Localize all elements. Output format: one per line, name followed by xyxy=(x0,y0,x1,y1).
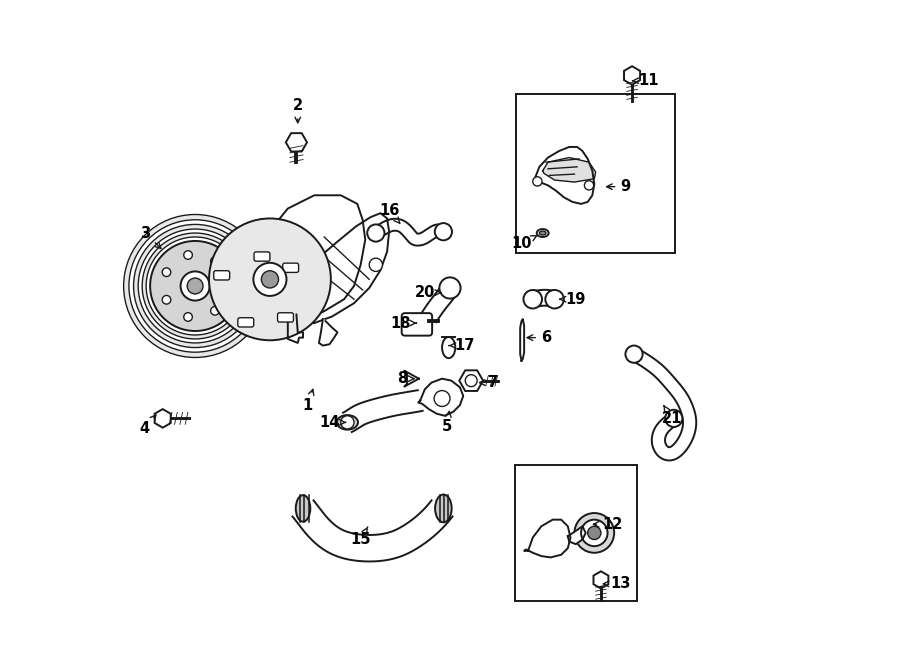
Circle shape xyxy=(162,295,171,304)
Ellipse shape xyxy=(435,495,452,522)
Circle shape xyxy=(211,307,220,315)
Circle shape xyxy=(211,257,220,265)
Polygon shape xyxy=(374,218,445,246)
Circle shape xyxy=(129,220,261,352)
Text: 16: 16 xyxy=(379,203,400,223)
Circle shape xyxy=(254,263,286,296)
Polygon shape xyxy=(543,158,596,182)
Ellipse shape xyxy=(296,495,310,522)
Circle shape xyxy=(261,271,278,288)
Circle shape xyxy=(150,241,240,331)
Circle shape xyxy=(142,233,248,339)
Polygon shape xyxy=(531,290,557,307)
Text: 8: 8 xyxy=(397,371,414,386)
Circle shape xyxy=(367,224,384,242)
Bar xyxy=(515,465,636,601)
Text: 3: 3 xyxy=(140,226,161,248)
Text: 2: 2 xyxy=(292,99,302,122)
Text: 4: 4 xyxy=(140,415,156,436)
Circle shape xyxy=(184,312,193,321)
Text: 9: 9 xyxy=(607,179,631,194)
Bar xyxy=(517,94,675,253)
Circle shape xyxy=(369,258,382,271)
Text: 1: 1 xyxy=(302,389,314,412)
Circle shape xyxy=(181,271,210,301)
FancyBboxPatch shape xyxy=(238,318,254,327)
Ellipse shape xyxy=(442,337,455,358)
FancyBboxPatch shape xyxy=(214,271,230,280)
Circle shape xyxy=(524,290,542,308)
Polygon shape xyxy=(631,348,697,461)
Circle shape xyxy=(139,229,252,343)
Circle shape xyxy=(162,268,171,277)
Circle shape xyxy=(209,218,331,340)
Polygon shape xyxy=(343,390,423,432)
Circle shape xyxy=(341,416,354,429)
Ellipse shape xyxy=(536,229,549,237)
Text: 6: 6 xyxy=(527,330,551,345)
Polygon shape xyxy=(255,195,365,321)
Circle shape xyxy=(434,391,450,406)
Circle shape xyxy=(465,375,477,387)
Text: 7: 7 xyxy=(480,375,498,390)
FancyBboxPatch shape xyxy=(277,312,293,322)
Text: 12: 12 xyxy=(593,517,623,532)
Polygon shape xyxy=(520,319,524,361)
Text: 14: 14 xyxy=(320,415,346,430)
FancyBboxPatch shape xyxy=(254,252,270,261)
Circle shape xyxy=(665,410,682,427)
Polygon shape xyxy=(418,379,464,416)
Ellipse shape xyxy=(539,231,546,235)
Text: 13: 13 xyxy=(603,577,631,591)
Text: 5: 5 xyxy=(442,411,452,434)
Polygon shape xyxy=(535,147,594,204)
Polygon shape xyxy=(568,526,586,544)
Polygon shape xyxy=(319,319,338,346)
Circle shape xyxy=(588,526,601,540)
Circle shape xyxy=(133,224,256,348)
Text: 15: 15 xyxy=(350,527,371,547)
Polygon shape xyxy=(281,213,389,323)
Text: 11: 11 xyxy=(633,73,659,88)
Text: 18: 18 xyxy=(390,316,416,330)
Polygon shape xyxy=(421,285,458,322)
Circle shape xyxy=(222,282,231,291)
Ellipse shape xyxy=(337,415,358,430)
Text: 10: 10 xyxy=(511,236,537,251)
Polygon shape xyxy=(524,520,571,557)
Text: 21: 21 xyxy=(662,406,682,426)
Circle shape xyxy=(533,177,542,186)
Polygon shape xyxy=(292,500,453,561)
Circle shape xyxy=(584,181,594,190)
Circle shape xyxy=(184,251,193,260)
Circle shape xyxy=(626,346,643,363)
FancyBboxPatch shape xyxy=(401,313,432,336)
Circle shape xyxy=(439,277,461,299)
Polygon shape xyxy=(404,371,419,387)
Circle shape xyxy=(123,214,266,357)
Circle shape xyxy=(146,237,244,335)
Polygon shape xyxy=(288,314,303,343)
FancyBboxPatch shape xyxy=(283,263,299,273)
Circle shape xyxy=(581,520,608,546)
Circle shape xyxy=(435,223,452,240)
Text: 19: 19 xyxy=(560,292,586,307)
Circle shape xyxy=(574,513,614,553)
Circle shape xyxy=(187,278,203,294)
Text: 20: 20 xyxy=(415,285,441,300)
Text: 17: 17 xyxy=(449,338,475,353)
Circle shape xyxy=(545,290,564,308)
